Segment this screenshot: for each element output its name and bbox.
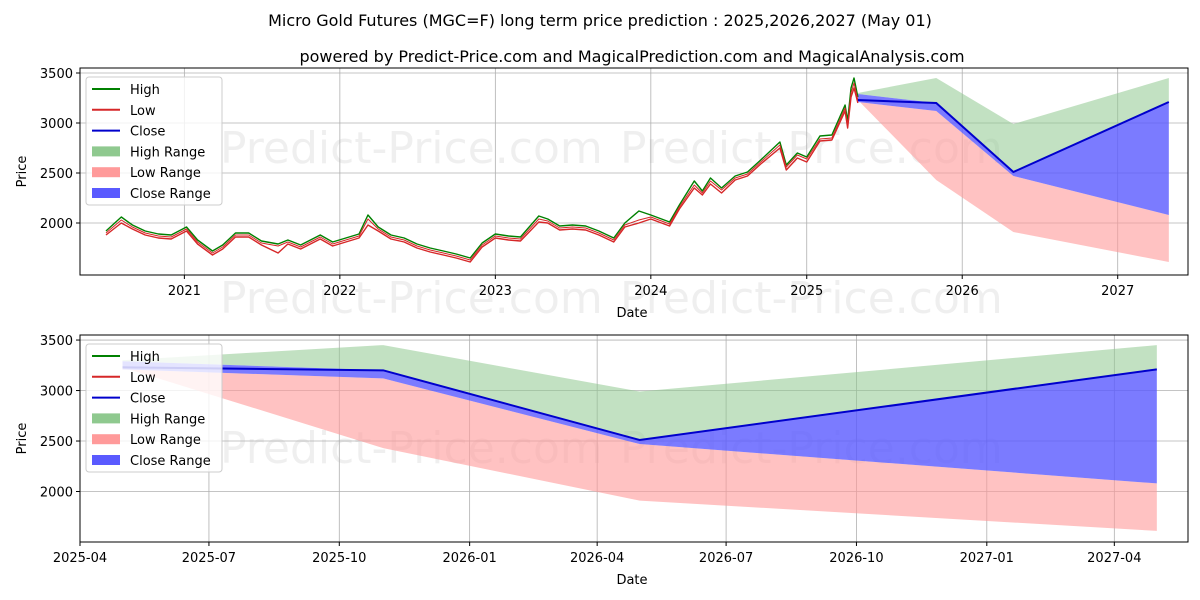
lower-panel: Predict-Price.comPredict-Price.com2025-0… bbox=[15, 334, 1189, 588]
watermark-text: Predict-Price.com bbox=[620, 273, 1003, 324]
legend-swatch-low-range bbox=[92, 167, 120, 178]
y-tick-label: 2500 bbox=[40, 435, 73, 450]
legend-label-close: Close bbox=[130, 125, 165, 140]
legend-label-high: High bbox=[130, 83, 160, 98]
close-history-line bbox=[105, 82, 859, 261]
close-range-area bbox=[857, 94, 1169, 215]
x-tick-label: 2026-04 bbox=[570, 551, 624, 566]
x-tick-label: 2023 bbox=[479, 284, 512, 299]
x-tick-label: 2026-01 bbox=[442, 551, 496, 566]
x-tick-label: 2026-10 bbox=[829, 551, 883, 566]
legend: High Low Close High Range Low Range Close Ran… bbox=[85, 76, 223, 206]
legend-label-close-range: Close Range bbox=[130, 454, 211, 469]
y-tick-label: 2500 bbox=[40, 167, 73, 182]
x-tick-label: 2025-04 bbox=[53, 551, 107, 566]
legend-swatch-high-range bbox=[92, 413, 120, 424]
legend-label-low: Low bbox=[130, 371, 156, 386]
y-tick-label: 3500 bbox=[40, 334, 73, 349]
upper-panel: Predict-Price.com Predict-Price.com Predic… bbox=[15, 67, 1189, 324]
close-forecast-line bbox=[857, 99, 1170, 174]
y-tick-label: 3500 bbox=[40, 67, 73, 82]
legend-label-high-range: High Range bbox=[130, 145, 205, 160]
x-tick-label: 2027-04 bbox=[1087, 551, 1141, 566]
legend-swatch-low-range bbox=[92, 434, 120, 445]
low-series-line bbox=[105, 87, 859, 263]
y-axis-label: Price bbox=[15, 156, 30, 188]
legend-label-close: Close bbox=[130, 392, 165, 407]
chart-title: Micro Gold Futures (MGC=F) long term pri… bbox=[268, 11, 932, 30]
watermark-text: Predict-Price.com bbox=[220, 123, 603, 174]
high-range-area bbox=[857, 78, 1169, 172]
high-series-line bbox=[105, 77, 859, 259]
low-range-area bbox=[857, 100, 1169, 262]
y-tick-label: 2000 bbox=[40, 217, 73, 232]
close-range-area bbox=[122, 361, 1157, 484]
x-tick-label: 2026 bbox=[946, 284, 979, 299]
y-tick-label: 2000 bbox=[40, 486, 73, 501]
legend-swatch-close-range bbox=[92, 188, 120, 198]
legend-label-low-range: Low Range bbox=[130, 166, 201, 181]
legend-label-low: Low bbox=[130, 104, 156, 119]
legend-label-close-range: Close Range bbox=[130, 187, 211, 202]
axes-frame bbox=[79, 67, 1189, 276]
x-tick-label: 2026-07 bbox=[699, 551, 753, 566]
low-range-area bbox=[122, 367, 1157, 531]
x-tick-label: 2025-10 bbox=[312, 551, 366, 566]
y-tick-label: 3000 bbox=[40, 385, 73, 400]
chart-subtitle: powered by Predict-Price.com and Magical… bbox=[299, 47, 964, 66]
y-tick-label: 3000 bbox=[40, 117, 73, 132]
x-tick-label: 2022 bbox=[323, 284, 356, 299]
legend-label-low-range: Low Range bbox=[130, 433, 201, 448]
high-range-area bbox=[122, 345, 1157, 441]
legend-swatch-close-range bbox=[92, 455, 120, 465]
legend-label-high: High bbox=[130, 350, 160, 365]
legend: High Low Close High Range Low Range Close Ran… bbox=[85, 343, 223, 473]
x-tick-label: 2027-01 bbox=[960, 551, 1014, 566]
x-tick-label: 2024 bbox=[634, 284, 667, 299]
x-axis-label: Date bbox=[616, 573, 647, 588]
x-tick-label: 2021 bbox=[168, 284, 201, 299]
x-tick-label: 2027 bbox=[1101, 284, 1134, 299]
watermark-text: Predict-Price.com bbox=[220, 273, 603, 324]
axes-frame bbox=[79, 334, 1189, 543]
legend-label-high-range: High Range bbox=[130, 412, 205, 427]
legend-swatch-high-range bbox=[92, 146, 120, 157]
close-forecast-line bbox=[122, 366, 1157, 442]
x-tick-label: 2025 bbox=[790, 284, 823, 299]
x-tick-label: 2025-07 bbox=[182, 551, 236, 566]
y-axis-label: Price bbox=[15, 423, 30, 455]
x-axis-label: Date bbox=[616, 306, 647, 321]
